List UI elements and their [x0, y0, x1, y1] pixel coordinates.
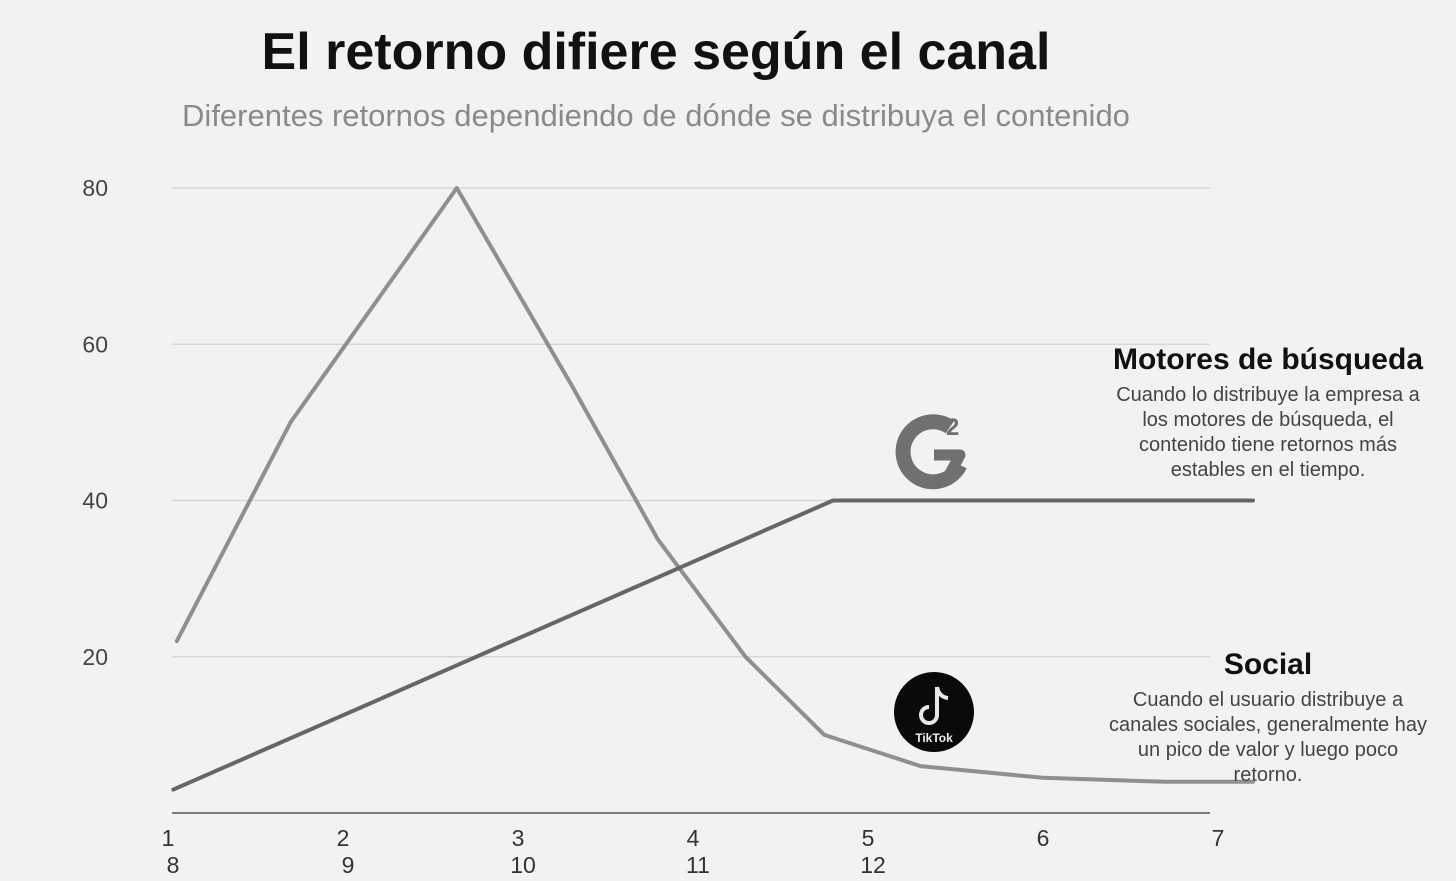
x-tick-label-row2: 9	[342, 852, 355, 878]
series-line-search	[171, 498, 1255, 792]
y-tick-label: 80	[82, 175, 108, 201]
annotation-search-title: Motores de búsqueda	[1112, 343, 1424, 376]
series-line-social	[174, 186, 1255, 784]
x-tick-label-row2: 8	[167, 852, 180, 878]
x-tick-label-row2: 10	[510, 852, 536, 878]
tiktok-logo-icon: TikTok	[893, 671, 975, 753]
annotation-search-text: Cuando lo distribuye la empresa a los mo…	[1080, 383, 1456, 483]
x-tick-label: 3	[512, 825, 525, 851]
annotation-search-line: Cuando lo distribuye la empresa a	[1116, 384, 1420, 406]
g2-logo-icon: 2	[890, 405, 980, 495]
x-axis-ticks: 1 2 3 4 5 6 78 9 10 11 12	[162, 825, 1225, 878]
x-tick-label-row2: 11	[686, 852, 710, 878]
y-tick-label: 20	[82, 644, 108, 670]
x-tick-label-row2: 12	[860, 852, 886, 878]
annotation-social-line: retorno.	[1233, 764, 1303, 786]
y-tick-label: 40	[82, 488, 108, 514]
annotation-social-line: un pico de valor y luego poco	[1137, 739, 1399, 761]
y-tick-label: 60	[82, 331, 108, 357]
annotation-social-title: Social	[1223, 648, 1313, 681]
x-tick-label: 7	[1212, 825, 1225, 851]
g2-superscript: 2	[946, 414, 959, 441]
x-tick-label: 5	[862, 825, 875, 851]
annotation-search-line: los motores de búsqueda, el	[1142, 409, 1394, 431]
x-tick-label: 2	[337, 825, 350, 851]
annotation-search-line: contenido tiene retornos más	[1139, 434, 1397, 456]
x-tick-label: 1	[162, 825, 175, 851]
y-axis-ticks: 20 40 60 80	[82, 175, 108, 670]
annotation-social-line: canales sociales, generalmente hay	[1109, 714, 1427, 736]
annotation-social-line: Cuando el usuario distribuye a	[1132, 689, 1404, 711]
chart-title: El retorno difiere según el canal	[261, 23, 1051, 81]
x-tick-label: 6	[1037, 825, 1050, 851]
x-tick-label: 4	[687, 825, 700, 851]
annotation-social-text: Cuando el usuario distribuye a canales s…	[1080, 688, 1456, 788]
series-group	[171, 186, 1255, 792]
tiktok-label: TikTok	[915, 731, 953, 745]
chart-subtitle: Diferentes retornos dependiendo de dónde…	[182, 98, 1130, 133]
annotation-search-line: estables en el tiempo.	[1170, 459, 1366, 481]
